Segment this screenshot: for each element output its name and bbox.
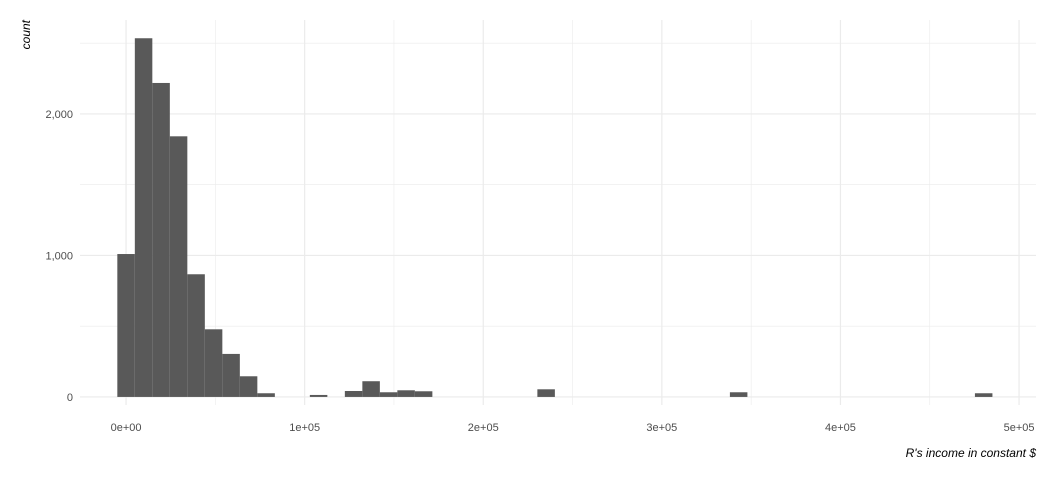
histogram-bar <box>239 376 258 397</box>
histogram-bar <box>974 393 993 397</box>
histogram-bar <box>729 392 748 397</box>
histogram-bar <box>309 394 328 397</box>
grid <box>80 20 1036 405</box>
y-tick-label: 0 <box>67 392 73 404</box>
x-tick-label: 0e+00 <box>111 422 142 434</box>
histogram-bar <box>414 391 433 397</box>
histogram-bar <box>362 381 380 397</box>
y-axis-title: count <box>19 19 33 49</box>
x-axis-ticks: 0e+00 1e+05 2e+05 3e+05 4e+05 5e+05 <box>111 422 1035 434</box>
x-tick-label: 2e+05 <box>468 422 499 434</box>
histogram-bar <box>117 254 135 397</box>
y-tick-label: 1,000 <box>45 250 73 262</box>
x-axis-title: R's income in constant $ <box>906 446 1037 460</box>
y-axis-ticks: 0 1,000 2,000 <box>45 109 73 404</box>
x-tick-label: 1e+05 <box>289 422 320 434</box>
x-tick-label: 5e+05 <box>1004 422 1035 434</box>
histogram-bar <box>169 136 188 397</box>
histogram-bar <box>537 389 555 397</box>
histogram-bar <box>187 274 205 397</box>
y-tick-label: 2,000 <box>45 109 73 121</box>
histogram-bar <box>222 353 240 397</box>
histogram-bar <box>204 329 223 397</box>
histogram-bar <box>134 38 153 397</box>
histogram-bar <box>257 393 275 397</box>
histogram-bar <box>344 390 363 397</box>
histogram-bar <box>152 82 170 397</box>
histogram-bar <box>379 392 398 397</box>
x-tick-label: 3e+05 <box>646 422 677 434</box>
bars <box>117 38 993 397</box>
histogram-bar <box>397 390 415 397</box>
x-tick-label: 4e+05 <box>825 422 856 434</box>
